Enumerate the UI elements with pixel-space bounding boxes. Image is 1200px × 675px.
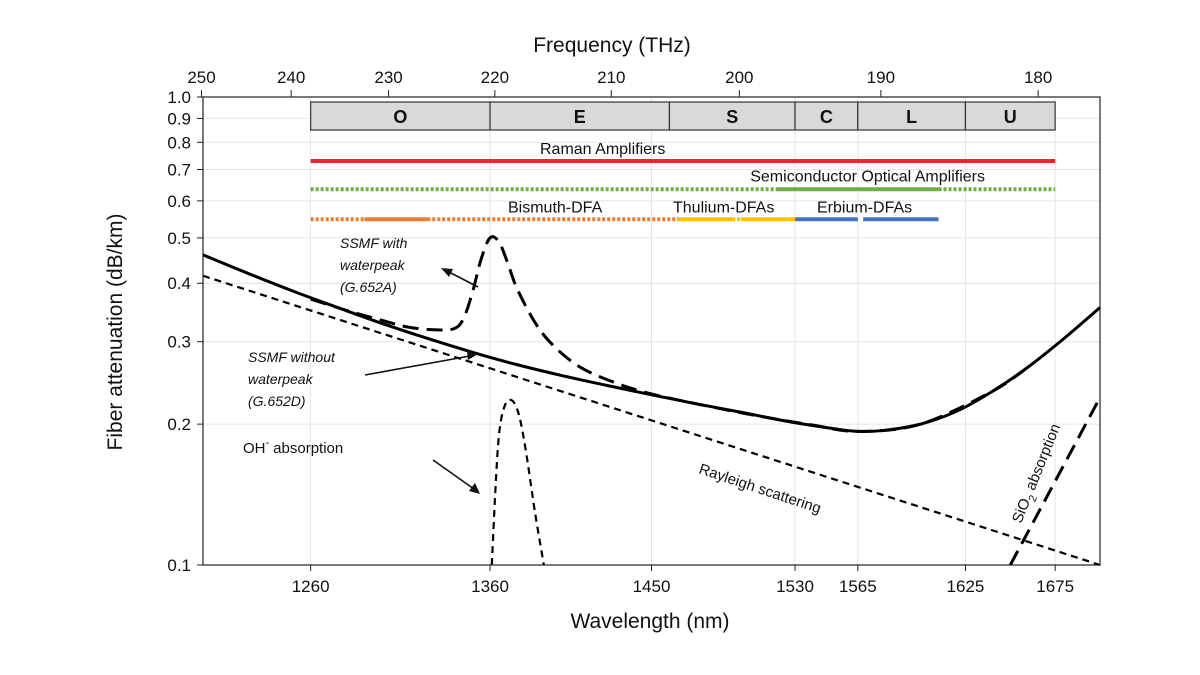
band-u (964, 101, 1056, 131)
annotation-ssmf-without-line3: (G.652D) (248, 393, 306, 409)
y-tick-label: 0.6 (167, 192, 191, 211)
band-label-o: O (393, 107, 407, 127)
annotation-rayleigh: Rayleigh scattering (697, 461, 823, 518)
x-axis-title: Wavelength (nm) (570, 610, 729, 633)
band-label-e: E (574, 107, 586, 127)
amp-label-raman-amplifiers: Raman Amplifiers (540, 141, 665, 158)
band-label-s: S (726, 107, 738, 127)
annotation-oh-absorption: OH-absorption (243, 437, 343, 457)
annotation-ssmf-without-line2: waterpeak (248, 371, 314, 387)
amp-label-semiconductor-optical-amplifiers: Semiconductor Optical Amplifiers (750, 168, 985, 185)
top-tick-label: 250 (187, 68, 215, 87)
band-label-l: L (906, 107, 917, 127)
band-s (668, 101, 796, 131)
band-label-c: C (820, 107, 833, 127)
annotation-ssmf-with-line3: (G.652A) (340, 279, 397, 295)
arrow-oh (432, 459, 475, 490)
arrowhead-ssmf-without (467, 351, 478, 360)
top-axis-title: Frequency (THz) (533, 34, 691, 57)
band-label-u: U (1004, 107, 1017, 127)
curve-rayleigh (202, 274, 1101, 567)
y-tick-label: 0.7 (167, 160, 191, 179)
top-tick-label: 220 (481, 68, 509, 87)
annotation-ssmf-with-line2: waterpeak (340, 257, 406, 273)
y-tick-label: 0.1 (167, 556, 191, 575)
y-tick-label: 1.0 (167, 88, 191, 107)
amp-label-bismuth-dfa: Bismuth-DFA (508, 199, 603, 216)
x-tick-label: 1450 (633, 577, 671, 596)
annotation-arrows (364, 268, 480, 494)
y-axis-title: Fiber attenuation (dB/km) (104, 214, 127, 451)
top-tick-label: 240 (277, 68, 305, 87)
top-tick-label: 180 (1024, 68, 1052, 87)
arrow-ssmf-without (364, 355, 471, 376)
amp-label-erbium-dfas: Erbium-DFAs (817, 199, 912, 216)
top-tick-label: 200 (725, 68, 753, 87)
annotation-ssmf-with-line1: SSMF with (340, 235, 408, 251)
band-o (310, 101, 491, 131)
sio2-subscript: 2 (1027, 494, 1040, 504)
y-tick-label: 0.8 (167, 133, 191, 152)
x-tick-label: 1625 (947, 577, 985, 596)
attenuation-curves (202, 235, 1102, 567)
x-tick-label: 1360 (471, 577, 509, 596)
annotations: SSMF with waterpeak (G.652A) SSMF withou… (243, 235, 1065, 525)
y-tick-label: 0.2 (167, 415, 191, 434)
top-tick-label: 190 (867, 68, 895, 87)
top-tick-label: 230 (374, 68, 402, 87)
sio2-absorption-word: absorption (1021, 421, 1065, 496)
y-axis-ticks: 0.1 0.2 0.3 0.4 0.5 0.6 0.7 0.8 0.9 1.0 (167, 88, 203, 575)
y-tick-label: 0.4 (167, 274, 191, 293)
x-tick-label: 1565 (839, 577, 877, 596)
top-axis-ticks: 250 240 230 220 210 200 190 180 (187, 68, 1052, 97)
curve-oh-absorption (490, 398, 545, 566)
x-tick-label: 1260 (292, 577, 330, 596)
x-tick-label: 1675 (1036, 577, 1074, 596)
grid (203, 96, 1100, 566)
annotation-ssmf-without-line1: SSMF without (248, 349, 336, 365)
amplifier-lines: Raman Amplifiers Semiconductor Optical Am… (310, 141, 1056, 222)
curve-sio2-absorption (1008, 396, 1102, 566)
y-tick-label: 0.3 (167, 333, 191, 352)
top-tick-label: 210 (597, 68, 625, 87)
arrowhead-oh (469, 483, 480, 494)
arrowhead-ssmf-with (441, 268, 453, 277)
arrow-ssmf-with (446, 270, 479, 288)
oh-label: OH (243, 440, 266, 457)
x-tick-label: 1530 (776, 577, 814, 596)
x-axis-ticks: 1260 1360 1450 1530 1565 1625 1675 (292, 565, 1074, 596)
curve-ssmf-g652a (310, 235, 1030, 433)
amp-label-thulium-dfas: Thulium-DFAs (673, 199, 774, 216)
oh-superscript: - (266, 437, 270, 449)
y-tick-label: 0.9 (167, 109, 191, 128)
oh-absorption-word: absorption (273, 440, 343, 457)
y-tick-label: 0.5 (167, 229, 191, 248)
